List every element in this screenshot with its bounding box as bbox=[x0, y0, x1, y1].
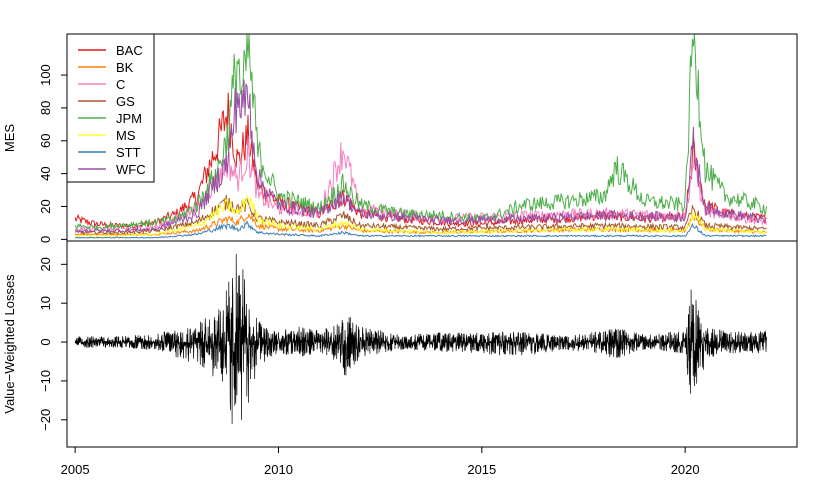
losses-y-tick-label: −10 bbox=[38, 370, 53, 392]
mes-series-line-wfc bbox=[74, 79, 767, 234]
losses-plot-frame bbox=[66, 240, 798, 448]
losses-series-line bbox=[74, 253, 767, 424]
mes-y-tick-label: 60 bbox=[38, 134, 53, 148]
legend-label-jpm: JPM bbox=[116, 111, 142, 126]
mes-series-line-jpm bbox=[74, 33, 767, 231]
losses-y-axis-title: Value−Weighted Losses bbox=[2, 274, 17, 414]
legend-label-bk: BK bbox=[116, 60, 134, 75]
mes-y-tick-label: 20 bbox=[38, 199, 53, 213]
mes-y-axis: 0 20 40 60 80 100 bbox=[38, 64, 67, 243]
mes-series-group bbox=[74, 33, 767, 239]
losses-series-group bbox=[74, 253, 767, 424]
legend-label-c: C bbox=[116, 77, 125, 92]
mes-series-line-stt bbox=[75, 220, 767, 239]
losses-y-tick-label: 0 bbox=[38, 338, 53, 345]
losses-x-axis: 2005 2010 2015 2020 bbox=[61, 447, 700, 477]
mes-y-tick-label: 100 bbox=[38, 64, 53, 86]
legend-label-stt: STT bbox=[116, 145, 141, 160]
mes-y-tick-label: 0 bbox=[38, 236, 53, 243]
losses-y-tick-label: 10 bbox=[38, 296, 53, 310]
x-tick-label: 2010 bbox=[264, 462, 293, 477]
losses-panel: −20 −10 0 10 20 2005 2010 2015 2020 Value−Weigh… bbox=[2, 240, 798, 477]
x-tick-label: 2005 bbox=[61, 462, 90, 477]
legend-label-bac: BAC bbox=[116, 43, 143, 58]
legend-label-wfc: WFC bbox=[116, 162, 146, 177]
legend-label-gs: GS bbox=[116, 94, 135, 109]
mes-series-line-gs bbox=[74, 194, 767, 235]
x-tick-label: 2015 bbox=[467, 462, 496, 477]
mes-y-axis-title: MES bbox=[2, 124, 17, 153]
losses-y-tick-label: 20 bbox=[38, 257, 53, 271]
legend-box bbox=[66, 33, 155, 183]
mes-series-line-ms bbox=[74, 194, 767, 238]
legend-label-ms: MS bbox=[116, 128, 136, 143]
mes-legend: BAC BK C GS JPM MS STT WFC bbox=[66, 33, 155, 183]
mes-panel: 0 20 40 60 80 100 MES BAC BK C GS JPM MS STT WFC bbox=[2, 33, 798, 243]
mes-y-tick-label: 80 bbox=[38, 101, 53, 115]
losses-y-axis: −20 −10 0 10 20 bbox=[38, 257, 67, 431]
mes-y-tick-label: 40 bbox=[38, 166, 53, 180]
x-tick-label: 2020 bbox=[671, 462, 700, 477]
losses-y-tick-label: −20 bbox=[38, 409, 53, 431]
